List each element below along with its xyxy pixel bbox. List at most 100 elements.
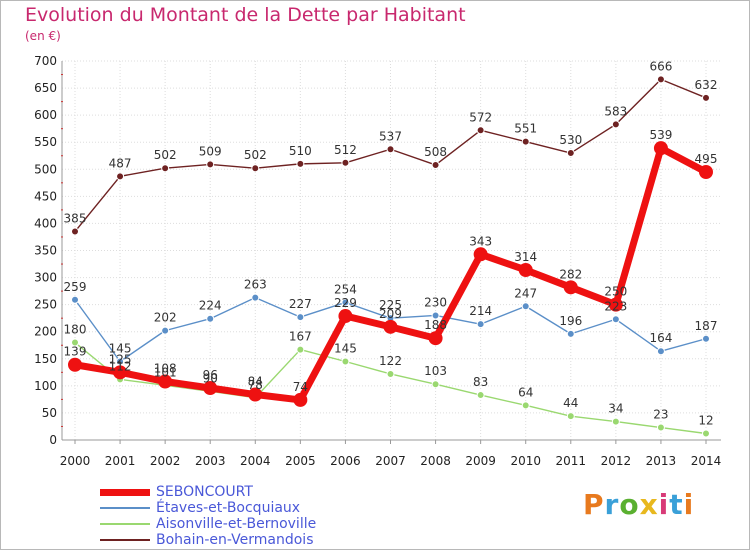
series-2-data-label: 64 [518, 385, 533, 399]
series-1-point [521, 302, 530, 311]
series-3-data-label: 537 [379, 129, 402, 143]
series-1-point [476, 320, 485, 329]
series-1-point [296, 313, 305, 322]
y-tick-label: 600 [34, 108, 57, 122]
legend-swatch [100, 539, 150, 541]
legend-swatch [100, 488, 150, 496]
series-0-point [383, 319, 398, 334]
series-2-point [702, 429, 710, 438]
series-3-point [116, 172, 125, 181]
series-3-data-label: 632 [695, 78, 718, 92]
series-3-point [611, 120, 620, 129]
logo-letter: o [619, 488, 640, 521]
series-1-data-label: 224 [199, 299, 222, 313]
logo-letter: x [639, 488, 659, 521]
series-1-point [206, 314, 215, 323]
x-tick-label: 2011 [556, 454, 587, 468]
series-1-data-label: 145 [109, 341, 132, 355]
series-3-data-label: 502 [244, 148, 267, 162]
legend-label: Aisonville-et-Bernoville [156, 516, 317, 532]
series-1-data-label: 223 [604, 299, 627, 313]
series-0-data-label: 108 [154, 362, 177, 376]
proxiti-logo: Proxiti [583, 488, 694, 521]
series-0-data-label: 84 [248, 375, 263, 389]
x-tick-label: 2001 [105, 454, 136, 468]
series-2-data-label: 180 [64, 323, 87, 337]
x-tick-label: 2008 [420, 454, 451, 468]
series-2-data-label: 112 [109, 359, 132, 373]
legend-swatch [100, 507, 150, 509]
series-1-data-label: 196 [559, 314, 582, 328]
series-2-point [71, 338, 79, 347]
series-0-data-label: 125 [109, 352, 132, 366]
series-3-point [431, 160, 440, 169]
series-1-point [341, 298, 350, 307]
series-0-point [518, 262, 533, 277]
y-tick-label: 650 [34, 81, 57, 95]
series-2-data-label: 145 [334, 341, 357, 355]
x-tick-label: 2012 [601, 454, 632, 468]
series-1-data-label: 202 [154, 311, 177, 325]
series-1-data-label: 259 [64, 280, 87, 294]
y-tick-label: 450 [34, 189, 57, 203]
series-2-data-label: 101 [154, 365, 177, 379]
series-1-data-label: 263 [244, 278, 267, 292]
series-0-point [68, 357, 82, 372]
series-1-point [71, 295, 79, 304]
series-0-data-label: 343 [469, 234, 492, 248]
y-tick-label: 150 [34, 352, 57, 366]
series-3-data-label: 508 [424, 145, 447, 159]
series-1-point [161, 326, 170, 335]
series-2-point [386, 369, 395, 378]
series-2-point [521, 401, 530, 410]
series-1-data-label: 230 [424, 295, 447, 309]
series-3-data-label: 510 [289, 144, 312, 158]
series-1-data-label: 164 [649, 331, 672, 345]
logo-letter: i [683, 488, 695, 521]
series-2-point [611, 417, 620, 426]
series-3-point [251, 164, 260, 173]
y-tick-label: 300 [34, 271, 57, 285]
series-0-point [653, 141, 668, 156]
series-2-data-label: 167 [289, 330, 312, 344]
series-0-data-label: 229 [334, 296, 357, 310]
logo-letter: i [658, 488, 670, 521]
series-0-point [203, 381, 218, 396]
chart-title: Evolution du Montant de la Dette par Hab… [25, 4, 466, 26]
legend-label: Étaves-et-Bocquiaux [156, 500, 301, 516]
series-3-data-label: 666 [649, 59, 672, 73]
series-3-point [386, 145, 395, 154]
series-0-point [473, 247, 488, 262]
series-3-point [656, 75, 665, 84]
series-0-point [699, 164, 713, 179]
x-tick-label: 2004 [240, 454, 271, 468]
x-tick-label: 2013 [646, 454, 677, 468]
series-3-point [566, 149, 575, 158]
series-0-point [113, 365, 128, 380]
y-tick-label: 400 [34, 216, 57, 230]
series-1-point [251, 293, 260, 302]
x-tick-label: 2007 [375, 454, 406, 468]
series-layer [68, 75, 713, 438]
series-0-point [248, 387, 263, 402]
series-1-point [611, 315, 620, 324]
series-0-point [293, 392, 308, 407]
series-2-point [431, 380, 440, 389]
series-1-data-label: 247 [514, 286, 537, 300]
series-3-point [296, 159, 305, 168]
series-3-data-label: 487 [109, 156, 132, 170]
x-tick-label: 2009 [465, 454, 496, 468]
series-0-data-label: 209 [379, 307, 402, 321]
series-0-point [563, 280, 578, 295]
series-3-point [521, 137, 530, 146]
series-2-point [566, 412, 575, 421]
series-2-data-label: 12 [698, 414, 713, 428]
y-tick-label: 250 [34, 298, 57, 312]
series-3-data-label: 512 [334, 143, 357, 157]
legend-swatch [100, 523, 150, 525]
series-3-point [476, 126, 485, 135]
series-0-point [428, 331, 443, 346]
series-3-data-label: 551 [514, 122, 537, 136]
series-2-data-label: 34 [608, 402, 623, 416]
